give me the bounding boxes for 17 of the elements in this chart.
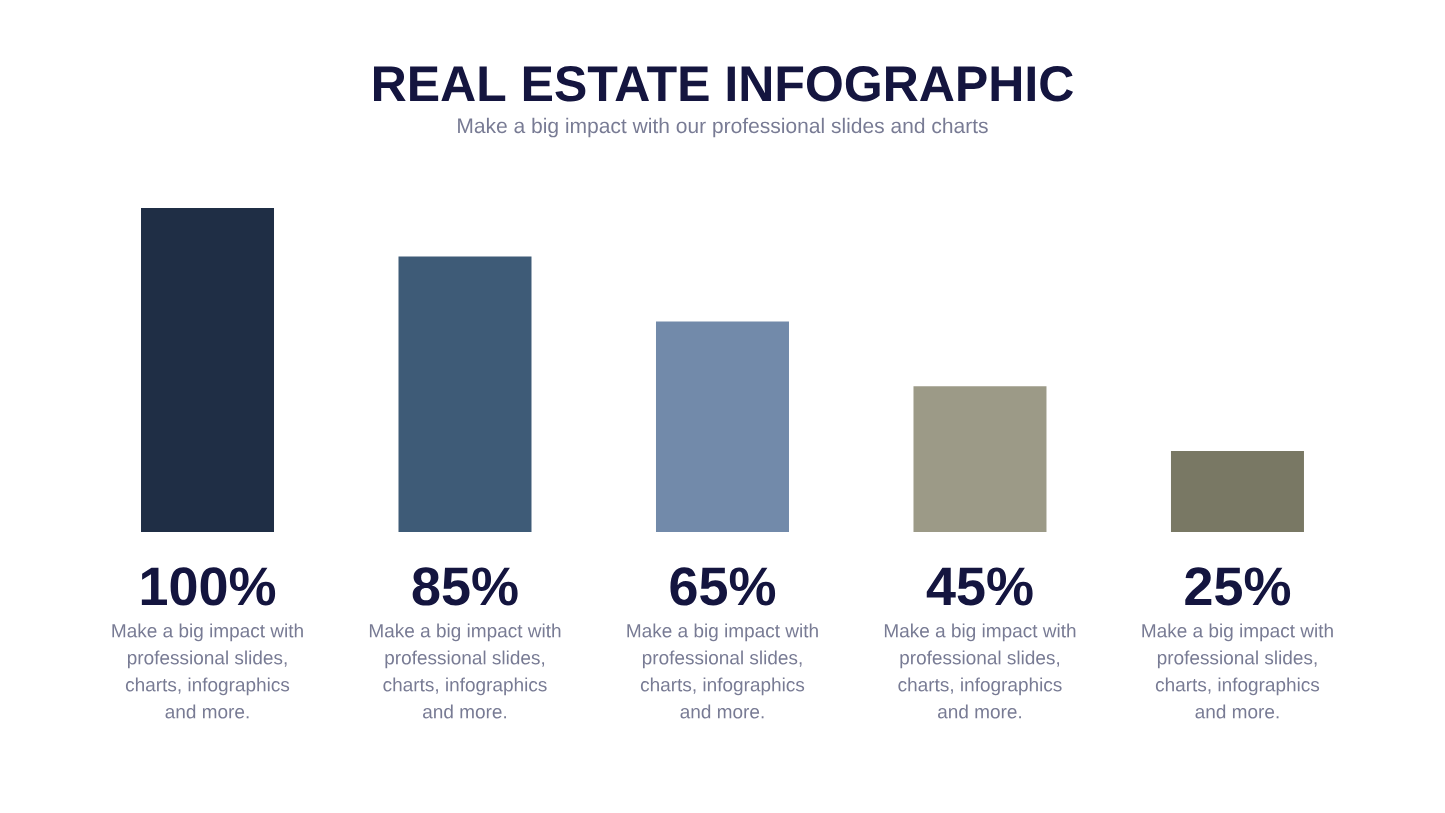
- data-label: 25%: [1185, 567, 1291, 606]
- chart-subtitle: Make a big impact with our professional slides and charts: [458, 117, 988, 138]
- bar: [398, 256, 532, 532]
- bar: [655, 321, 789, 532]
- chart-title: REAL ESTATE INFOGRAPHIC: [374, 66, 1073, 102]
- data-label: 100%: [141, 567, 276, 606]
- bar: [1170, 450, 1304, 532]
- bar: [141, 207, 275, 532]
- x-tick-label: Make a big impact with professional slides, charts, infographics and more.: [884, 623, 1076, 719]
- data-label: 45%: [926, 567, 1033, 606]
- x-tick-label: Make a big impact with professional slides, charts, infographics and more.: [369, 623, 561, 719]
- x-tick-label: Make a big impact with professional slides, charts, infographics and more.: [1142, 623, 1333, 719]
- bar: [913, 386, 1047, 532]
- x-tick-label: Make a big impact with professional slides, charts, infographics and more.: [627, 623, 818, 719]
- x-tick-label: Make a big impact with professional slides, charts, infographics and more.: [112, 623, 303, 719]
- data-label: 85%: [412, 567, 518, 606]
- data-label: 65%: [670, 567, 776, 606]
